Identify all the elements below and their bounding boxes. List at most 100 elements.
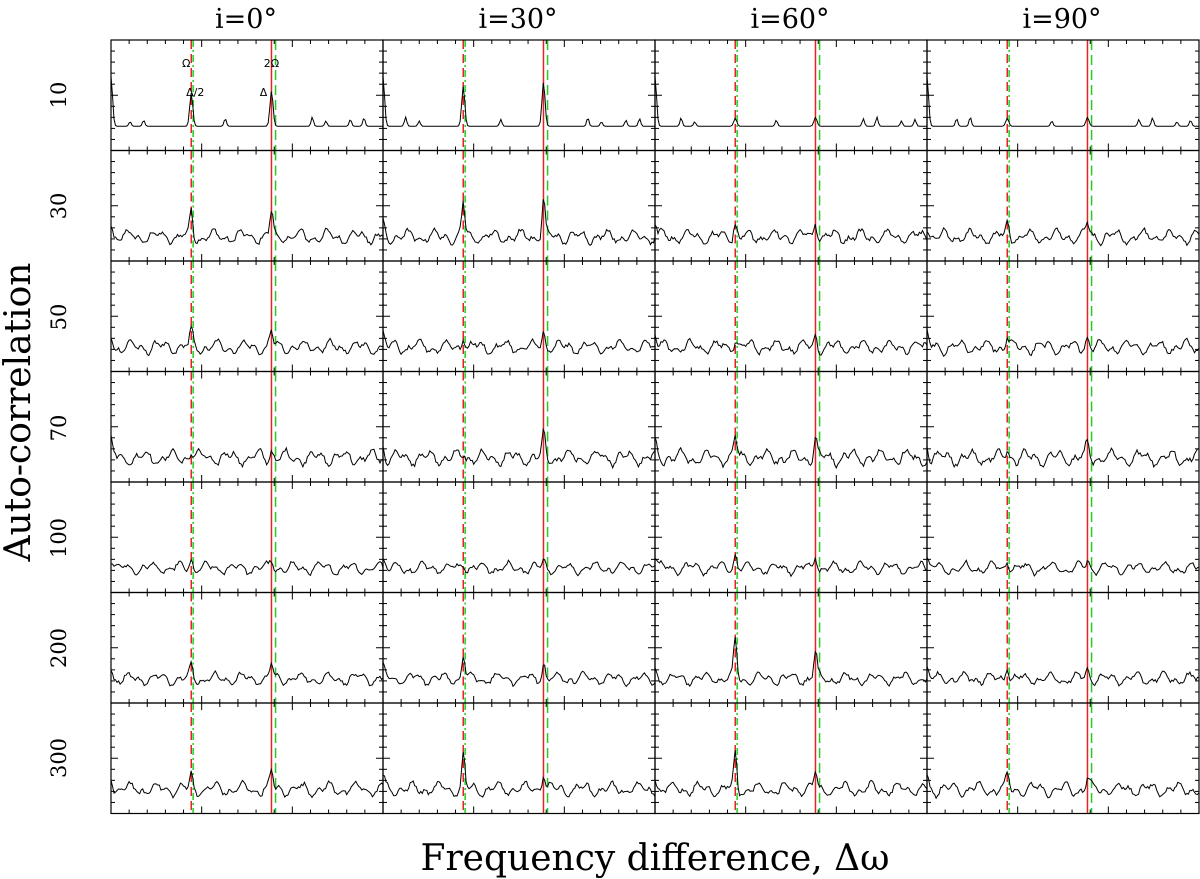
- autocorrelation-trace: [926, 770, 1200, 800]
- panel-r3-c3: [926, 370, 1200, 483]
- autocorrelation-trace: [654, 553, 928, 578]
- panel-frame: [110, 260, 384, 373]
- autocorrelation-trace: [110, 76, 383, 127]
- panel-ticks: [655, 40, 927, 151]
- panel-frame: [926, 149, 1200, 262]
- column-title-i30: i=30°: [478, 4, 557, 35]
- panel-frame: [926, 260, 1200, 373]
- panel-frame: [382, 370, 656, 483]
- column-title-i60: i=60°: [750, 4, 829, 35]
- panel-frame: [382, 481, 656, 594]
- panel-frame: [654, 39, 928, 152]
- autocorrelation-trace: [382, 558, 656, 577]
- panel-ticks: [111, 592, 383, 703]
- panel-frame: [926, 481, 1200, 594]
- row-label-300: 300: [47, 738, 71, 778]
- panel-frame: [926, 591, 1200, 704]
- panel-frame: [110, 370, 384, 483]
- row-label-200: 200: [47, 628, 71, 668]
- panel-r6-c3: [926, 702, 1200, 815]
- column-title-i0: i=0°: [215, 4, 277, 35]
- panel-ticks: [383, 371, 655, 482]
- panel-ticks: [927, 703, 1199, 814]
- panel-r3-c0: [110, 370, 384, 483]
- annotation-two-omega: 2Ω: [264, 57, 279, 70]
- panel-r5-c1: [382, 591, 656, 704]
- panel-r0-c2: [654, 39, 928, 152]
- row-label-100: 100: [47, 518, 71, 558]
- autocorrelation-trace: [926, 218, 1200, 247]
- panel-frame: [110, 702, 384, 815]
- panel-r2-c2: [654, 260, 928, 373]
- autocorrelation-trace: [926, 438, 1200, 469]
- autocorrelation-trace: [110, 434, 384, 469]
- autocorrelation-trace: [926, 666, 1200, 687]
- autocorrelation-trace: [382, 330, 656, 356]
- panel-frame: [110, 39, 384, 152]
- panel-frame: [654, 149, 928, 262]
- panel-frame: [926, 370, 1200, 483]
- x-axis-label: Frequency difference, Δω: [420, 838, 889, 879]
- autocorrelation-trace: [382, 199, 656, 246]
- autocorrelation-trace: [654, 223, 928, 245]
- annotations: Ω 2Ω Δ/2 Δ: [182, 57, 279, 99]
- annotation-half-delta: Δ/2: [186, 86, 204, 99]
- panel-frame: [110, 591, 384, 704]
- panel-r0-c0: [110, 39, 384, 152]
- panel-ticks: [655, 703, 927, 814]
- panel-r1-c3: [926, 149, 1200, 262]
- autocorrelation-trace: [110, 767, 384, 799]
- row-label-30: 30: [47, 193, 71, 220]
- autocorrelation-trace: [110, 558, 384, 577]
- row-label-10: 10: [47, 82, 71, 109]
- panel-frame: [382, 260, 656, 373]
- panel-frame: [654, 591, 928, 704]
- panel-r5-c2: [654, 591, 928, 704]
- panel-r2-c0: [110, 260, 384, 373]
- autocorrelation-trace: [110, 324, 384, 357]
- panel-r3-c1: [382, 370, 656, 483]
- autocorrelation-trace: [654, 332, 928, 356]
- panel-ticks: [111, 482, 383, 593]
- autocorrelation-trace: [382, 76, 655, 127]
- panel-ticks: [927, 482, 1199, 593]
- panel-frame: [926, 702, 1200, 815]
- panel-ticks: [383, 150, 655, 261]
- panel-r3-c2: [654, 370, 928, 483]
- row-label-70: 70: [47, 415, 71, 442]
- autocorrelation-trace: [654, 435, 928, 470]
- panel-frame: [382, 149, 656, 262]
- panel-r6-c1: [382, 702, 656, 815]
- autocorrelation-trace: [654, 750, 928, 798]
- panel-frame: [382, 39, 656, 152]
- panel-r4-c1: [382, 481, 656, 594]
- panel-ticks: [383, 482, 655, 593]
- panel-ticks: [383, 261, 655, 372]
- autocorrelation-trace: [110, 207, 384, 246]
- panel-ticks: [383, 592, 655, 703]
- autocorrelation-trace: [654, 636, 928, 687]
- panel-ticks: [927, 150, 1199, 261]
- panel-ticks: [111, 703, 383, 814]
- autocorrelation-trace: [382, 656, 656, 688]
- row-labels: 10 30 50 70 100 200 300: [47, 82, 71, 778]
- panel-r2-c3: [926, 260, 1200, 373]
- panel-r4-c0: [110, 481, 384, 594]
- panel-ticks: [655, 150, 927, 261]
- panel-ticks: [111, 371, 383, 482]
- panel-r4-c3: [926, 481, 1200, 594]
- autocorrelation-trace: [926, 557, 1200, 577]
- panel-ticks: [383, 40, 655, 151]
- panel-r6-c2: [654, 702, 928, 815]
- panel-r1-c2: [654, 149, 928, 262]
- autocorrelation-trace: [926, 329, 1200, 358]
- panel-r0-c3: [926, 39, 1200, 152]
- panel-ticks: [111, 261, 383, 372]
- panel-ticks: [927, 592, 1199, 703]
- annotation-omega: Ω: [182, 57, 190, 70]
- panel-ticks: [927, 261, 1199, 372]
- panel-frame: [110, 481, 384, 594]
- panel-ticks: [655, 371, 927, 482]
- panel-ticks: [655, 261, 927, 372]
